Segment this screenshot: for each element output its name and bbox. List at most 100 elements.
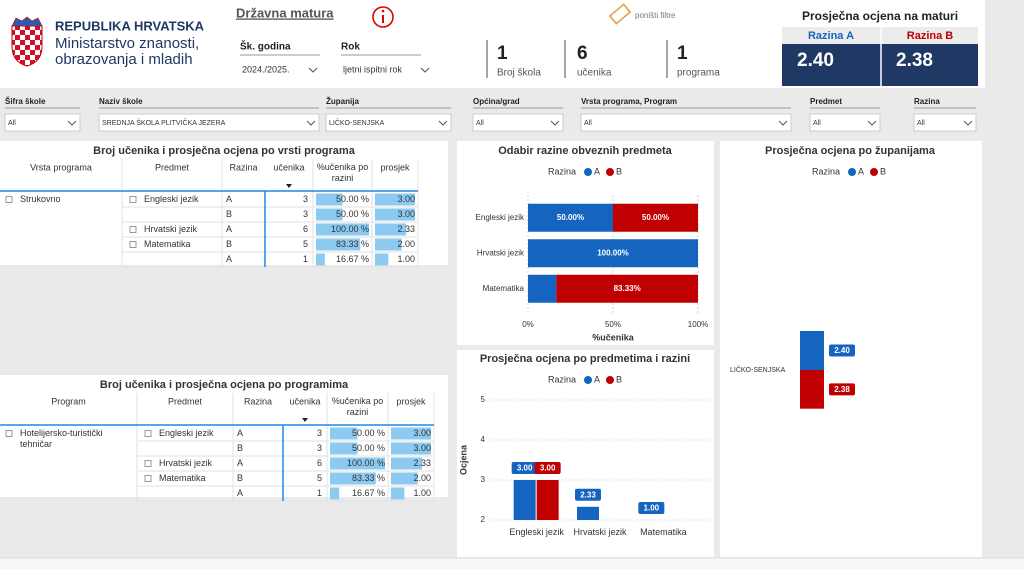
average-title: Prosječna ocjena na maturi [802,9,958,23]
bar [528,203,613,232]
selector-value: ljetni ispitni rok [343,64,403,74]
y-tick-label: 3 [481,475,486,484]
filter-dropdown[interactable] [913,113,977,132]
bar [613,203,698,232]
expand-box[interactable] [144,475,152,482]
chevron [306,120,316,126]
row-count: 1 [317,488,322,498]
pct-bar [330,457,385,470]
filter-value: All [476,120,484,127]
row-count: 3 [303,209,308,219]
value-label-box [638,502,665,514]
y-axis-title: Ocjena [458,444,468,475]
panel [457,350,714,557]
pct-bar [316,208,343,221]
info-icon[interactable] [372,6,394,28]
selector-label: Rok [341,42,360,53]
reset-filters[interactable]: poništi filtre [608,3,676,25]
row-pct: 16.67 % [336,254,369,264]
avg-bar [375,208,415,221]
value-label: 2.38 [834,385,850,394]
row-group: Strukovno [20,194,61,204]
row-level: A [237,488,243,498]
expand-box[interactable] [5,196,13,203]
bar [536,480,559,520]
column-header: prosjek [380,162,410,172]
y-tick-label: Engleski jezik [476,213,525,222]
row-avg: 1.00 [397,254,415,264]
expand-box[interactable] [144,430,152,437]
value-label: 3.00 [517,464,533,473]
expand-box[interactable] [144,460,152,467]
value-label-box [575,488,601,501]
legend-label: A [594,374,600,384]
avg-bar [391,427,431,440]
chevron [438,120,448,126]
value-label: 2.33 [580,490,596,499]
bar [528,239,698,268]
row-count: 6 [317,458,322,468]
value-label: 50.00% [557,213,584,222]
selector-value: 2024./2025. [242,64,290,74]
filter-dropdown[interactable] [4,113,81,132]
x-tick-label: 100% [688,320,708,329]
chart-title: Prosječna ocjena po županijama [765,145,936,157]
row-subject: Matematika [159,473,206,483]
legend-dot [606,376,614,384]
kpi-value: 1 [497,43,508,64]
filter-value: All [584,120,592,127]
coat-of-arms [11,16,43,67]
page-title: Državna matura [236,5,334,20]
row-count: 1 [303,254,308,264]
column-header: %učenika po razini [331,396,384,417]
bar [556,274,698,303]
pct-bar [316,223,369,236]
expand-box[interactable] [129,226,137,233]
row-avg: 3.00 [413,443,431,453]
kpi-value: 6 [577,43,588,64]
chart-title: Prosječna ocjena po predmetima i razini [480,353,690,365]
y-tick-label: 2 [481,515,486,524]
row-pct: 50.00 % [336,194,369,204]
filter-label: Predmet [810,97,842,106]
filter-dropdown[interactable] [98,113,320,132]
expand-box[interactable] [5,430,13,437]
row-pct: 100.00 % [331,224,369,234]
chevron [67,120,77,126]
expand-box[interactable] [129,241,137,248]
avg-bar [375,193,415,206]
filter-dropdown[interactable] [580,113,792,132]
row-avg: 3.00 [413,428,431,438]
average-header [782,27,978,44]
legend-dot [584,168,592,176]
avg-bar [375,223,407,236]
table-title: Broj učenika i prosječna ocjena po progr… [100,379,349,391]
filter-dropdown[interactable] [472,113,564,132]
value-label: 2.40 [834,346,850,355]
filter-dropdown[interactable] [809,113,881,132]
avg-bar [375,238,402,251]
avg-bar [391,442,431,455]
avg-bar [391,472,418,485]
expand-box[interactable] [129,196,137,203]
row-pct: 50.00 % [352,428,385,438]
row-level: B [226,209,232,219]
kpi-label: Broj škola [497,68,541,79]
column-header: prosjek [396,396,426,406]
value-label: 3.00 [540,464,556,473]
row-group: Hotelijersko-turistički tehničar [20,428,103,449]
pct-bar [330,427,358,440]
legend-dot [848,168,856,176]
row-level: A [226,224,232,234]
x-tick-label: 0% [522,320,534,329]
filter-label: Županija [326,97,359,106]
pct-bar [316,253,325,266]
row-subject: Hrvatski jezik [159,458,213,468]
row-pct: 16.67 % [352,488,385,498]
reset-label: poništi filtre [635,11,676,20]
value-label: 50.00% [642,213,669,222]
table-title: Broj učenika i prosječna ocjena po vrsti… [93,145,356,157]
filter-dropdown[interactable] [325,113,452,132]
x-tick-label: Matematika [640,527,687,537]
